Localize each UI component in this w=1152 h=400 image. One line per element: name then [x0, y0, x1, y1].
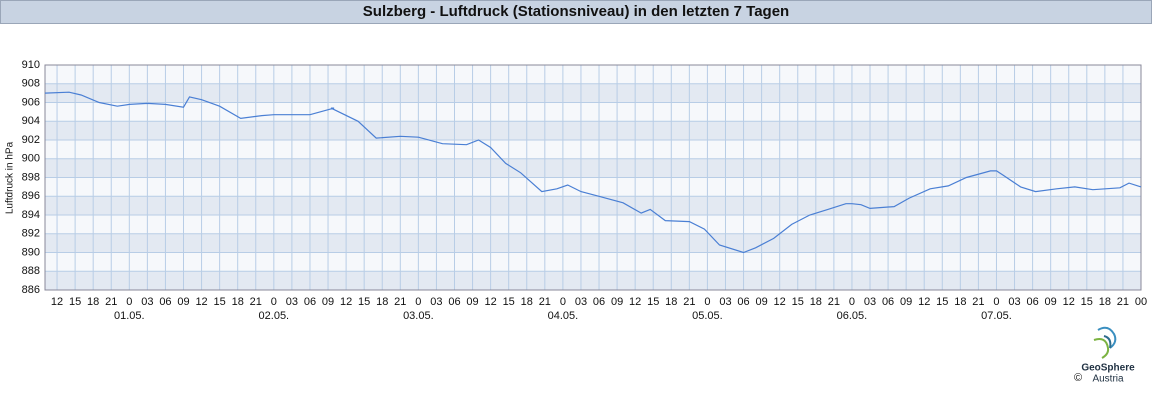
x-tick-label: 06: [737, 296, 749, 308]
date-label: 06.05.: [837, 310, 868, 322]
date-label: 04.05.: [548, 310, 579, 322]
date-label: 05.05.: [692, 310, 723, 322]
x-tick-label: 12: [774, 296, 786, 308]
x-tick-label: 21: [683, 296, 695, 308]
x-tick-label: 03: [864, 296, 876, 308]
x-tick-label: 12: [485, 296, 497, 308]
x-tick-label: 21: [539, 296, 551, 308]
y-axis-label: Luftdruck in hPa: [5, 141, 16, 214]
chart-title: Sulzberg - Luftdruck (Stationsniveau) in…: [0, 0, 1152, 24]
y-tick-label: 898: [22, 171, 40, 183]
x-tick-label: 09: [1045, 296, 1057, 308]
x-tick-label: 03: [1008, 296, 1020, 308]
x-tick-label: 18: [232, 296, 244, 308]
logo-subname: Austria: [1092, 374, 1124, 385]
x-tick-label: 03: [719, 296, 731, 308]
x-tick-label: 15: [214, 296, 226, 308]
grid-band: [45, 196, 1141, 215]
y-tick-label: 904: [22, 115, 40, 127]
y-tick-label: 910: [22, 59, 40, 71]
y-tick-label: 906: [22, 96, 40, 108]
x-tick-label: 15: [1081, 296, 1093, 308]
x-tick-label: 21: [250, 296, 262, 308]
date-label: 01.05.: [114, 310, 145, 322]
x-tick-label: 06: [448, 296, 460, 308]
x-tick-label: 06: [159, 296, 171, 308]
x-tick-label: 06: [593, 296, 605, 308]
x-tick-label: 12: [340, 296, 352, 308]
y-tick-label: 908: [22, 78, 40, 90]
x-tick-label: 21: [972, 296, 984, 308]
x-tick-label: 12: [1063, 296, 1075, 308]
x-tick-label: 06: [1026, 296, 1038, 308]
x-tick-label: 0: [415, 296, 421, 308]
x-tick-label: 06: [882, 296, 894, 308]
date-label: 03.05.: [403, 310, 434, 322]
x-tick-label: 18: [810, 296, 822, 308]
x-tick-label: 12: [918, 296, 930, 308]
x-tick-label: 12: [195, 296, 207, 308]
logo-name: GeoSphere: [1081, 363, 1135, 374]
x-tick-label: 0: [126, 296, 132, 308]
x-tick-label: 03: [286, 296, 298, 308]
date-label: 07.05.: [981, 310, 1012, 322]
x-tick-label: 15: [503, 296, 515, 308]
x-tick-label: 00: [1135, 296, 1147, 308]
grid-band: [45, 83, 1141, 103]
x-tick-label: 0: [849, 296, 855, 308]
grid-band: [45, 233, 1141, 253]
y-tick-label: 894: [22, 209, 40, 221]
x-tick-label: 21: [828, 296, 840, 308]
x-tick-label: 18: [665, 296, 677, 308]
x-tick-label: 18: [87, 296, 99, 308]
x-tick-label: 03: [575, 296, 587, 308]
grid-band: [45, 271, 1141, 290]
x-tick-label: 0: [993, 296, 999, 308]
data-line: [44, 91, 1142, 254]
x-tick-label: 18: [521, 296, 533, 308]
x-tick-label: 18: [376, 296, 388, 308]
x-tick-label: 06: [304, 296, 316, 308]
y-tick-label: 892: [22, 228, 40, 240]
y-tick-label: 900: [22, 153, 40, 165]
y-tick-label: 890: [22, 246, 40, 258]
grid-band: [45, 158, 1141, 178]
x-tick-label: 09: [611, 296, 623, 308]
x-tick-label: 15: [792, 296, 804, 308]
x-tick-label: 15: [936, 296, 948, 308]
grid-band: [45, 121, 1141, 140]
x-tick-label: 0: [560, 296, 566, 308]
x-tick-label: 18: [954, 296, 966, 308]
x-tick-label: 15: [647, 296, 659, 308]
x-tick-label: 15: [69, 296, 81, 308]
x-tick-label: 21: [1117, 296, 1129, 308]
logo-icon: [1093, 326, 1117, 359]
logo-copyright: ©: [1074, 372, 1082, 384]
x-tick-label: 09: [755, 296, 767, 308]
x-tick-label: 09: [322, 296, 334, 308]
x-tick-label: 0: [271, 296, 277, 308]
x-tick-label: 09: [466, 296, 478, 308]
y-tick-label: 896: [22, 190, 40, 202]
date-label: 02.05.: [259, 310, 290, 322]
x-tick-label: 12: [51, 296, 63, 308]
plot-frame: [44, 64, 1142, 291]
y-tick-label: 902: [22, 134, 40, 146]
y-tick-label: 888: [22, 265, 40, 277]
x-tick-label: 0: [704, 296, 710, 308]
x-tick-label: 21: [105, 296, 117, 308]
x-tick-label: 09: [177, 296, 189, 308]
x-tick-label: 21: [394, 296, 406, 308]
x-tick-label: 15: [358, 296, 370, 308]
x-tick-label: 03: [141, 296, 153, 308]
x-tick-label: 18: [1099, 296, 1111, 308]
y-tick-label: 886: [22, 284, 40, 296]
x-tick-label: 03: [430, 296, 442, 308]
x-tick-label: 09: [900, 296, 912, 308]
x-tick-label: 12: [629, 296, 641, 308]
